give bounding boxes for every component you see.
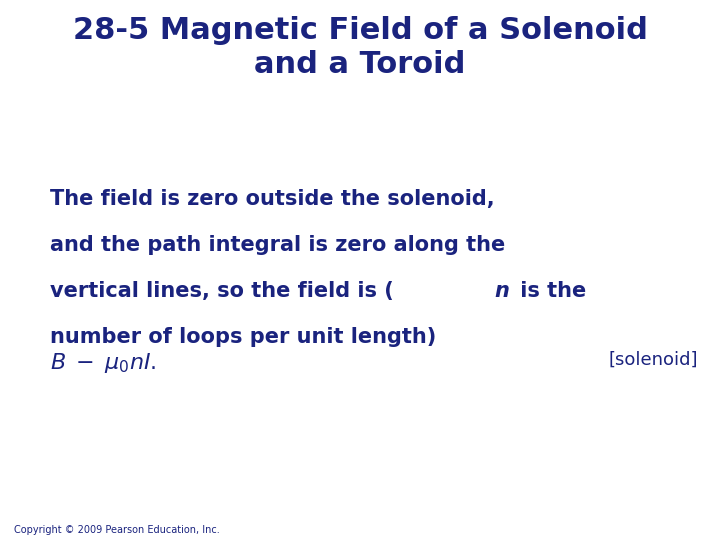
Text: number of loops per unit length): number of loops per unit length) (50, 327, 436, 347)
Text: is the: is the (513, 281, 586, 301)
Text: n: n (494, 281, 509, 301)
Text: Copyright © 2009 Pearson Education, Inc.: Copyright © 2009 Pearson Education, Inc. (14, 524, 220, 535)
Text: vertical lines, so the field is (: vertical lines, so the field is ( (50, 281, 394, 301)
Text: 28-5 Magnetic Field of a Solenoid
and a Toroid: 28-5 Magnetic Field of a Solenoid and a … (73, 16, 647, 79)
Text: $B \;-\; \mu_0 n I.$: $B \;-\; \mu_0 n I.$ (50, 351, 157, 375)
Text: and the path integral is zero along the: and the path integral is zero along the (50, 235, 505, 255)
Text: [solenoid]: [solenoid] (609, 351, 698, 369)
Text: The field is zero outside the solenoid,: The field is zero outside the solenoid, (50, 189, 495, 209)
